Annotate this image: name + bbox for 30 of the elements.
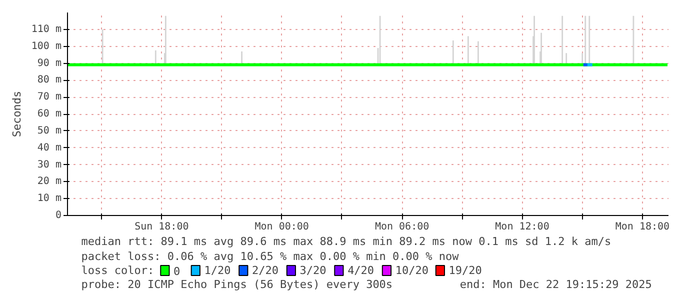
legend-label: 4/20: [348, 264, 374, 277]
y-tick-label: 100 m: [31, 40, 62, 52]
legend-label: 19/20: [448, 264, 482, 277]
x-tick-label: Mon 18:00: [615, 222, 670, 232]
legend-title: loss color:: [81, 264, 154, 277]
y-tick-label: 10 m: [37, 193, 62, 204]
y-tick-label: 90 m: [37, 58, 62, 69]
y-tick-label: 50 m: [37, 125, 62, 136]
y-tick-label: 20 m: [37, 176, 62, 188]
y-axis-title: Seconds: [10, 90, 24, 138]
legend-label: 2/20: [252, 264, 279, 277]
legend-label: 10/20: [395, 264, 428, 277]
text: median rtt: 89.1 ms avg 89.6 ms max 88.9 ms min 89.2 ms now 0.1 ms sd 1.2 k am/s: [81, 235, 612, 248]
y-tick-label: 80 m: [37, 74, 62, 86]
x-tick-label: Mon 12:00: [495, 222, 550, 232]
y-tick-label: 40 m: [37, 142, 62, 154]
y-tick-label: 0: [55, 210, 62, 221]
x-tick-label: Mon 06:00: [374, 222, 430, 232]
x-tick-label: Mon 00:00: [254, 222, 309, 232]
legend-label: 3/20: [300, 264, 326, 277]
text: end: Mon Dec 22 19:15:29 2025: [460, 278, 652, 291]
legend-label: 1/20: [204, 264, 231, 277]
y-tick-label: 30 m: [37, 159, 62, 170]
y-tick-label: 110 m: [31, 24, 62, 35]
y-tick-label: 70 m: [37, 92, 62, 103]
text: probe: 20 ICMP Echo Pings (56 Bytes) every 300s: [81, 278, 393, 291]
y-tick-label: 60 m: [37, 108, 62, 120]
legend-label: 0: [174, 265, 180, 278]
x-tick-label: Sun 18:00: [134, 222, 189, 232]
text: packet loss: 0.06 % avg 10.65 % max 0.00 % min 0.00 % now: [81, 250, 460, 263]
